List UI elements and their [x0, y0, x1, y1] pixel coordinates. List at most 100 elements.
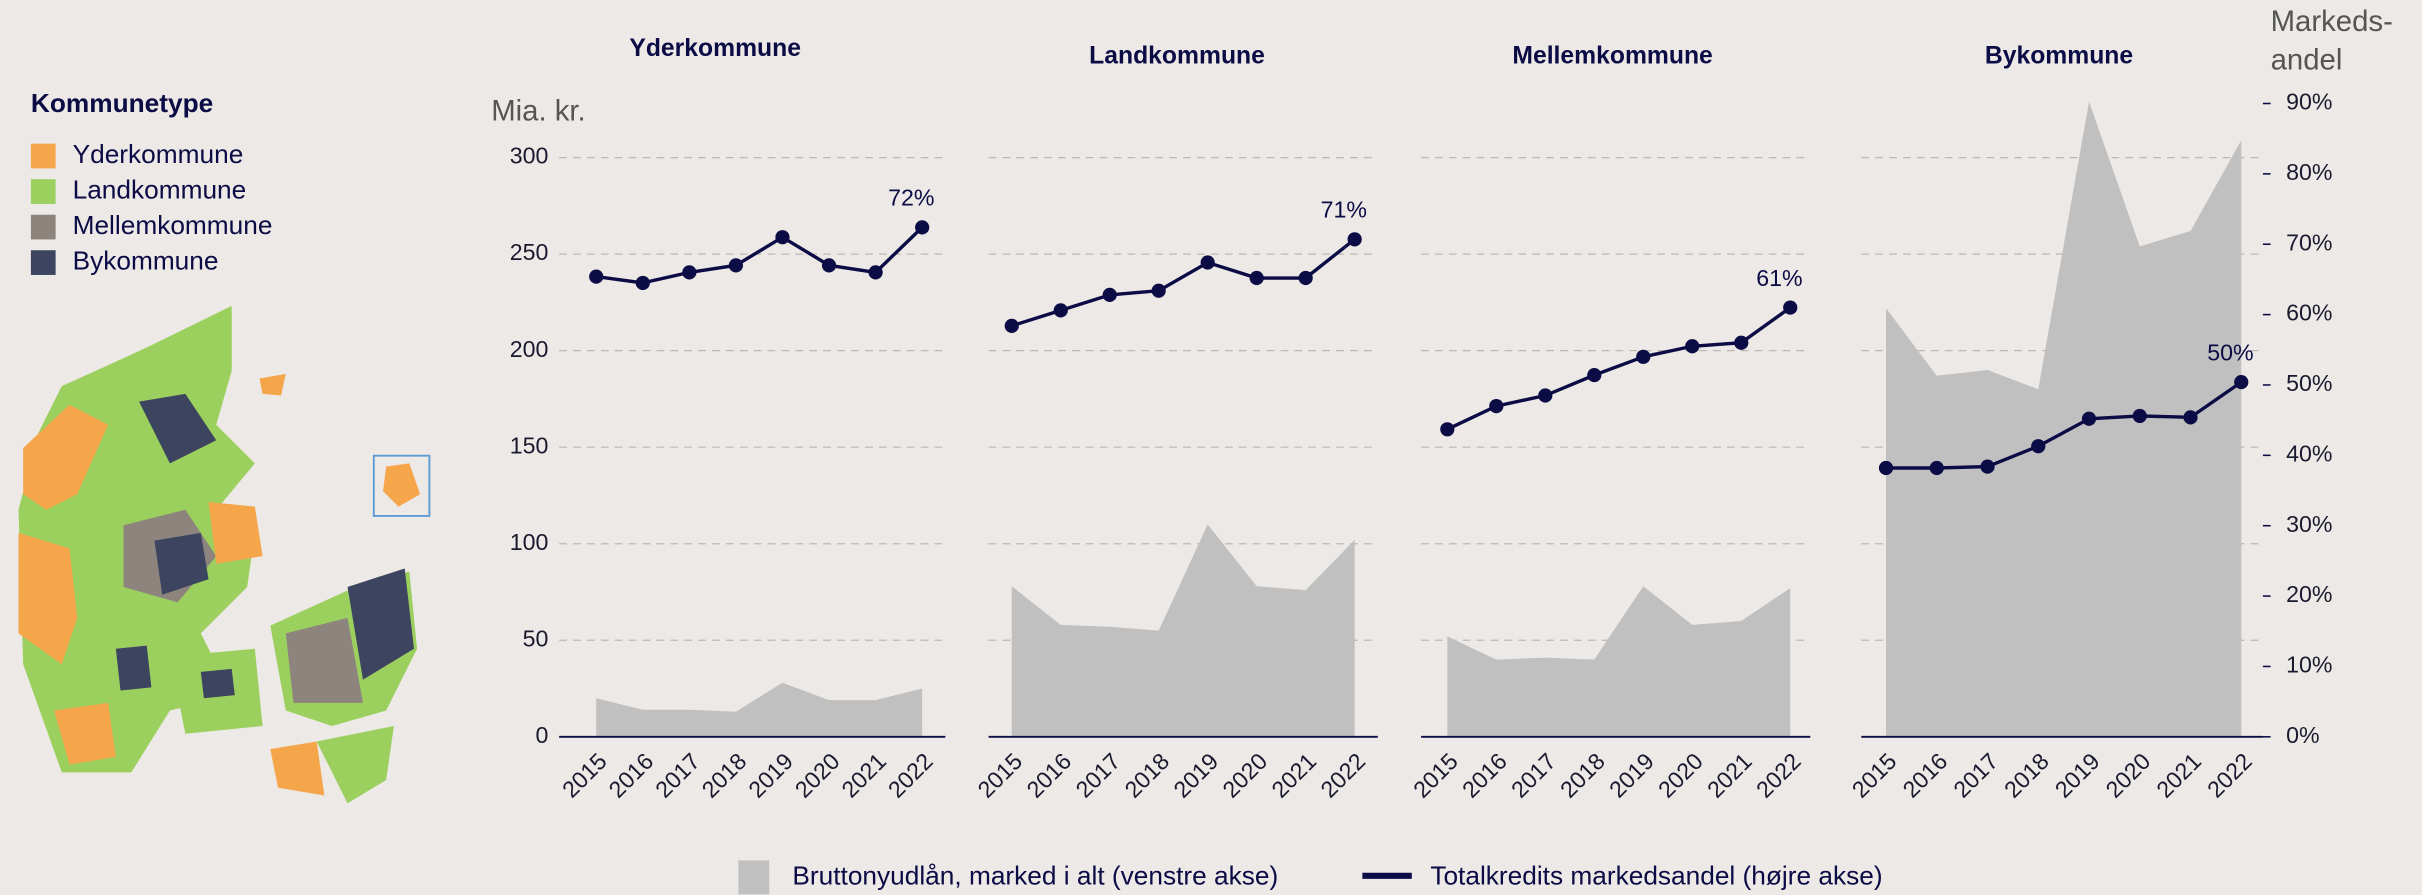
line — [596, 226, 924, 285]
x-tick-label: 2020 — [1217, 748, 1272, 803]
y-tick-label: 250 — [510, 239, 549, 265]
panel-title: Mellemkommune — [1512, 43, 1712, 70]
y2-tick-label: 20% — [2286, 581, 2332, 607]
line — [1446, 306, 1792, 431]
legend-label: Mellemkommune — [73, 210, 273, 240]
y2-tick-label: 50% — [2286, 370, 2332, 396]
legend-swatch — [30, 143, 56, 169]
x-tick-label: 2019 — [2050, 748, 2105, 803]
y-tick-label: 150 — [510, 432, 549, 458]
map-region — [54, 702, 116, 765]
y2-tick-label: 30% — [2286, 511, 2332, 537]
point — [1298, 270, 1313, 286]
x-tick-label: 2018 — [1555, 748, 1610, 803]
x-tick-label: 2021 — [2151, 748, 2206, 803]
x-tick-label: 2021 — [1702, 748, 1757, 803]
point — [2031, 439, 2046, 454]
area — [1886, 101, 2242, 737]
map-region — [285, 617, 363, 703]
value-label: 72% — [888, 185, 934, 211]
x-tick-label: 2015 — [973, 748, 1028, 803]
x-tick-label: 2016 — [1022, 748, 1077, 803]
x-tick-label: 2022 — [1751, 748, 1806, 803]
y2-axis-label: Markeds- — [2271, 5, 2393, 38]
legend-label: Yderkommune — [73, 139, 244, 169]
point — [1929, 460, 1944, 476]
point — [1980, 459, 1995, 474]
point — [915, 220, 930, 235]
y-axis-label: Mia. kr. — [491, 95, 586, 128]
point — [1102, 287, 1117, 303]
map-region — [18, 532, 78, 665]
area — [596, 682, 923, 737]
map-region — [23, 404, 109, 510]
point — [1685, 339, 1700, 354]
x-tick-label: 2017 — [650, 748, 705, 803]
x-tick-label: 2020 — [2101, 748, 2156, 803]
map-region — [139, 393, 217, 464]
point — [1538, 388, 1553, 403]
point — [775, 230, 790, 245]
x-tick-label: 2015 — [557, 748, 612, 803]
legend-label: Bykommune — [73, 246, 219, 276]
y2-tick-label: 40% — [2286, 440, 2332, 466]
point — [1151, 283, 1166, 298]
y2-tick-label: 60% — [2286, 300, 2332, 326]
point — [1440, 422, 1455, 437]
x-tick-label: 2017 — [1506, 748, 1561, 803]
x-tick-label: 2016 — [1457, 748, 1512, 803]
panel-title: Landkommune — [1089, 43, 1265, 70]
x-tick-label: 2021 — [836, 748, 891, 803]
x-tick-label: 2017 — [1948, 748, 2003, 803]
y-tick-label: 200 — [510, 336, 549, 362]
legend-label: Landkommune — [73, 174, 247, 204]
point — [682, 265, 697, 280]
map — [18, 305, 431, 804]
y-tick-label: 50 — [523, 625, 549, 651]
x-tick-label: 2020 — [790, 748, 845, 803]
x-tick-label: 2019 — [1168, 748, 1223, 803]
point — [1636, 349, 1651, 364]
map-inset-box — [372, 454, 431, 517]
point — [1249, 270, 1264, 286]
legend-swatch — [738, 860, 770, 895]
x-tick-label: 2018 — [1119, 748, 1174, 803]
y2-tick-label: 0% — [2286, 722, 2319, 748]
map-region — [347, 568, 414, 680]
map-region — [383, 463, 421, 507]
x-tick-label: 2022 — [2202, 748, 2257, 803]
legend-swatch — [30, 179, 56, 204]
legend-swatch — [30, 250, 56, 275]
map-region — [200, 668, 235, 699]
x-tick-label: 2022 — [883, 748, 938, 803]
point — [728, 258, 744, 273]
point — [868, 265, 883, 280]
point — [1004, 318, 1019, 333]
map-region — [259, 373, 286, 396]
point — [635, 275, 650, 291]
panel-title: Yderkommune — [629, 35, 801, 62]
area — [1011, 524, 1355, 737]
x-tick-label: 2015 — [1408, 748, 1463, 803]
y-tick-label: 0 — [535, 722, 548, 748]
point — [2132, 408, 2147, 424]
point — [589, 269, 604, 284]
y2-tick-label: 80% — [2286, 159, 2332, 185]
map-region — [154, 532, 209, 595]
point — [1200, 255, 1215, 270]
y-tick-label: 300 — [510, 143, 549, 169]
x-tick-label: 2018 — [1999, 748, 2054, 803]
point — [1878, 460, 1894, 476]
x-tick-label: 2019 — [743, 748, 798, 803]
panel-title: Bykommune — [1985, 43, 2133, 70]
map-region — [270, 741, 325, 796]
value-label: 71% — [1321, 197, 1367, 223]
y-tick-label: 100 — [510, 529, 549, 555]
y2-tick-label: 70% — [2286, 229, 2332, 255]
point — [1489, 398, 1504, 414]
point — [2081, 411, 2097, 426]
point — [1587, 368, 1602, 383]
x-tick-label: 2018 — [697, 748, 752, 803]
value-label: 61% — [1756, 265, 1802, 291]
